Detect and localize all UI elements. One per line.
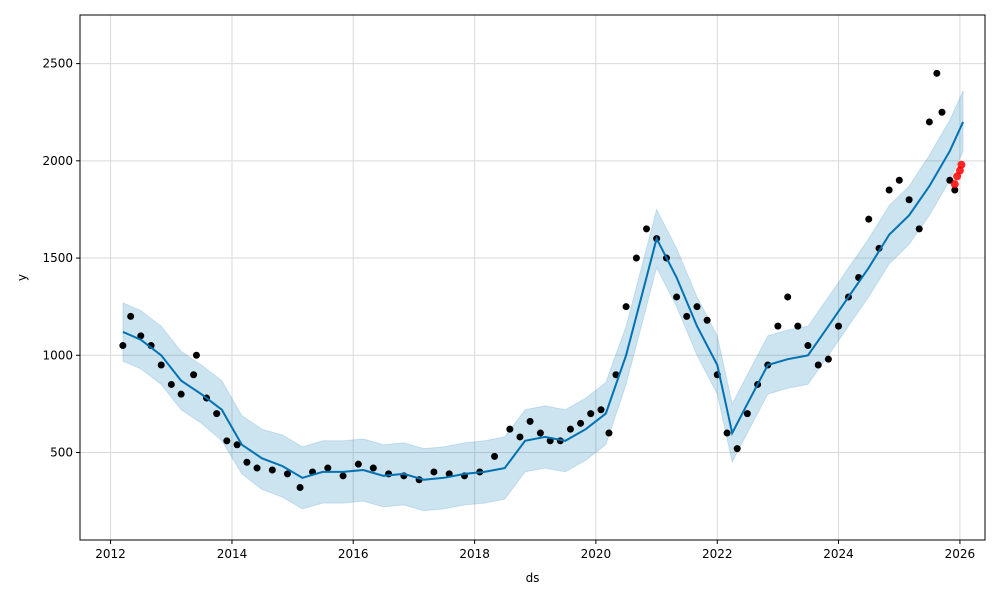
axis-layer: 2012 2014 2016 2018 2020 2022 2024 2026 500 1000 1… bbox=[42, 57, 975, 561]
observed-point bbox=[784, 293, 792, 301]
recent-point bbox=[957, 160, 966, 169]
observed-point bbox=[127, 312, 135, 320]
observed-point bbox=[915, 225, 923, 233]
observed-point bbox=[794, 322, 802, 330]
observed-point bbox=[430, 468, 438, 476]
observed-point bbox=[673, 293, 681, 301]
observed-point bbox=[804, 342, 812, 350]
observed-point bbox=[622, 303, 630, 311]
observed-point bbox=[938, 108, 946, 116]
observed-point bbox=[137, 332, 145, 340]
observed-point bbox=[177, 390, 185, 398]
recent-points-layer bbox=[950, 160, 966, 189]
observed-points-layer bbox=[119, 69, 959, 491]
observed-point bbox=[324, 464, 332, 472]
observed-point bbox=[814, 361, 822, 369]
observed-point bbox=[506, 425, 514, 433]
x-tick-label-2020: 2020 bbox=[581, 547, 612, 561]
y-tick-label-500: 500 bbox=[50, 446, 73, 460]
observed-point bbox=[233, 441, 241, 449]
observed-point bbox=[683, 312, 691, 320]
observed-point bbox=[703, 316, 711, 324]
y-tick-label-2500: 2500 bbox=[42, 57, 73, 71]
observed-point bbox=[354, 460, 362, 468]
x-axis-title: ds bbox=[526, 571, 540, 585]
y-tick-label-2000: 2000 bbox=[42, 154, 73, 168]
observed-point bbox=[253, 464, 261, 472]
observed-point bbox=[895, 176, 903, 184]
y-axis-title: y bbox=[15, 274, 29, 281]
observed-point bbox=[157, 361, 165, 369]
observed-point bbox=[632, 254, 640, 262]
observed-point bbox=[865, 215, 873, 223]
observed-point bbox=[192, 351, 200, 359]
x-tick-label-2022: 2022 bbox=[702, 547, 733, 561]
observed-point bbox=[213, 410, 221, 418]
x-tick-label-2018: 2018 bbox=[459, 547, 490, 561]
observed-point bbox=[597, 406, 605, 414]
observed-point bbox=[491, 452, 499, 460]
observed-point bbox=[693, 303, 701, 311]
observed-point bbox=[339, 472, 347, 480]
observed-point bbox=[283, 470, 291, 478]
observed-point bbox=[905, 196, 913, 204]
observed-point bbox=[885, 186, 893, 194]
observed-point bbox=[723, 429, 731, 437]
x-tick-label-2014: 2014 bbox=[217, 547, 248, 561]
grid-layer bbox=[80, 15, 985, 540]
forecast-line-layer bbox=[122, 121, 965, 481]
observed-point bbox=[566, 425, 574, 433]
uncertainty-band bbox=[122, 90, 964, 512]
observed-point bbox=[296, 484, 304, 491]
uncertainty-band-layer bbox=[122, 90, 964, 512]
y-tick-label-1000: 1000 bbox=[42, 348, 73, 362]
observed-point bbox=[223, 437, 231, 445]
observed-point bbox=[925, 118, 933, 126]
observed-point bbox=[526, 417, 534, 425]
x-tick-label-2012: 2012 bbox=[95, 547, 126, 561]
observed-point bbox=[516, 433, 524, 441]
x-tick-label-2016: 2016 bbox=[338, 547, 369, 561]
observed-point bbox=[243, 458, 251, 466]
observed-point bbox=[951, 186, 959, 194]
x-tick-label-2026: 2026 bbox=[945, 547, 976, 561]
x-tick-label-2024: 2024 bbox=[823, 547, 854, 561]
observed-point bbox=[733, 445, 741, 453]
recent-point bbox=[950, 180, 959, 189]
observed-point bbox=[933, 69, 941, 77]
observed-point bbox=[743, 410, 751, 418]
observed-point bbox=[577, 419, 585, 427]
observed-point bbox=[167, 380, 175, 388]
y-tick-label-1500: 1500 bbox=[42, 251, 73, 265]
observed-point bbox=[605, 429, 613, 437]
forecast-line bbox=[122, 121, 965, 481]
observed-point bbox=[536, 429, 544, 437]
observed-point bbox=[643, 225, 651, 233]
observed-point bbox=[190, 371, 198, 379]
observed-point bbox=[824, 355, 832, 363]
observed-point bbox=[587, 410, 595, 418]
observed-point bbox=[835, 322, 843, 330]
observed-point bbox=[268, 466, 276, 474]
observed-point bbox=[119, 342, 127, 350]
observed-point bbox=[369, 464, 377, 472]
observed-point bbox=[774, 322, 782, 330]
plot-frame bbox=[79, 14, 986, 541]
